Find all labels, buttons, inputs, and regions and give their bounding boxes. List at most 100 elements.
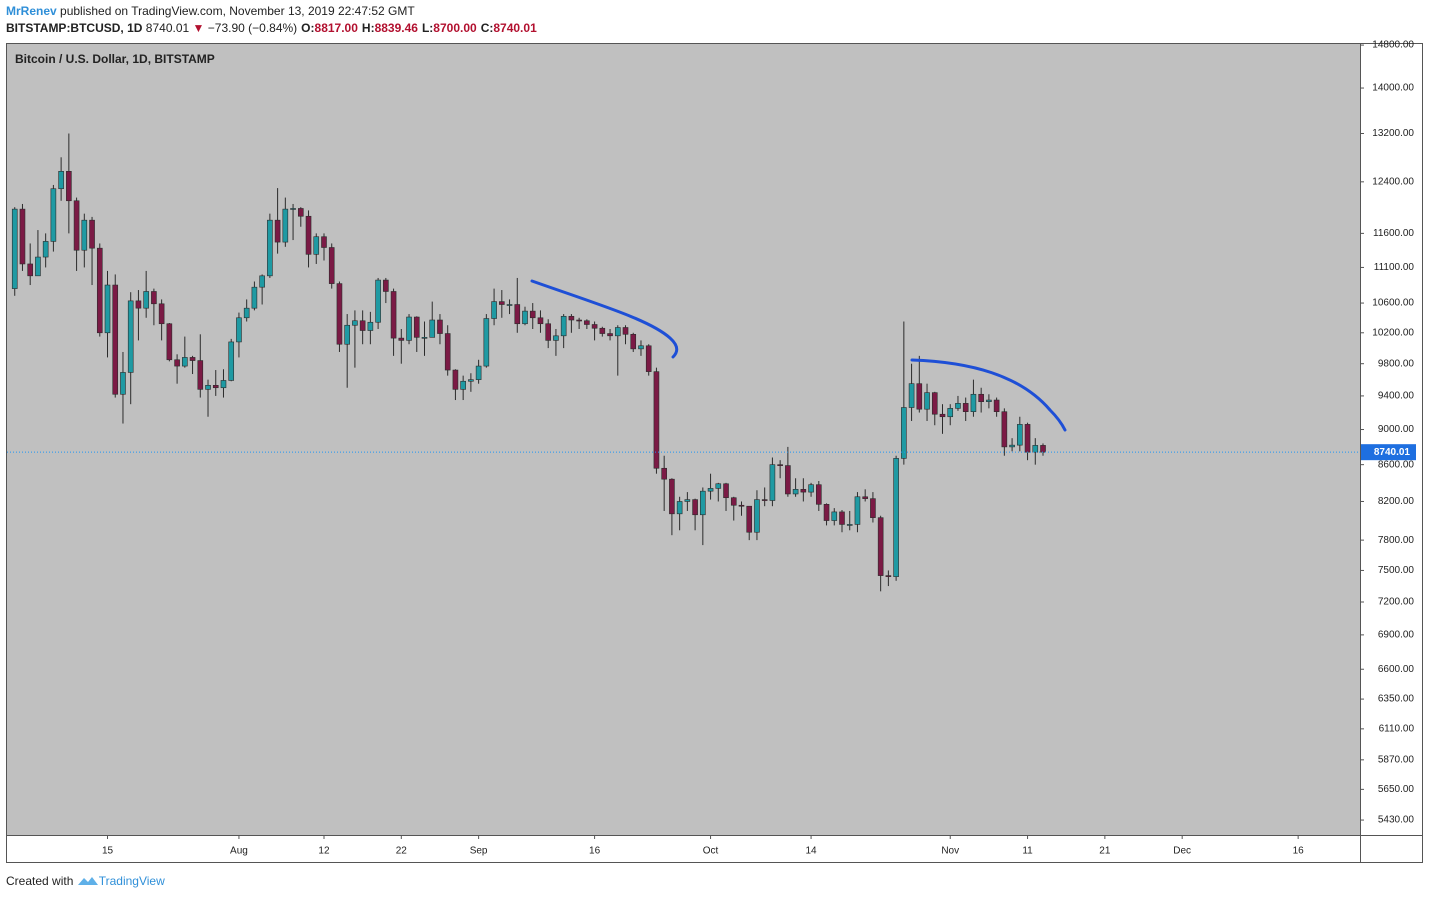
y-tick-label: 11100.00 [1374, 262, 1415, 273]
y-tick-label: 6600.00 [1378, 664, 1415, 675]
candle-body [297, 208, 304, 217]
candle-body [267, 219, 273, 277]
candle-body [143, 291, 149, 309]
y-tick-label: 10200.00 [1372, 327, 1414, 338]
y-tick-label: 5650.00 [1378, 784, 1415, 795]
candle-body [437, 319, 443, 334]
candle-body [576, 319, 582, 322]
ohlc-label: L: [421, 21, 434, 35]
candle-body [421, 337, 428, 339]
x-tick-label: 14 [806, 846, 818, 857]
ohlc-value: 8839.46 [374, 21, 418, 35]
y-tick-label: 9800.00 [1378, 358, 1415, 369]
change: −73.90 (−0.84%) [207, 21, 298, 35]
candle-body [81, 219, 88, 251]
x-tick-label: 16 [589, 846, 601, 857]
candle-body [483, 318, 490, 367]
candle-body [42, 241, 49, 258]
candle-body [614, 327, 621, 337]
candle-body [35, 256, 41, 277]
x-tick-label: Nov [941, 846, 959, 857]
candle-body [321, 236, 327, 248]
y-tick-label: 9000.00 [1378, 424, 1415, 435]
candle-body [506, 304, 513, 306]
y-tick-label: 9400.00 [1378, 391, 1415, 402]
candle-body [336, 283, 343, 345]
candle-body [769, 464, 776, 501]
candles [11, 133, 1046, 592]
y-tick-label: 12400.00 [1372, 176, 1414, 187]
candle-body [854, 496, 861, 525]
candle-body [406, 316, 412, 341]
candle-body [560, 315, 567, 337]
created: Created with [6, 874, 74, 888]
candle-body [375, 279, 381, 323]
plot-background [7, 44, 1360, 835]
y-tick-label: 7500.00 [1378, 565, 1415, 576]
candle-body [174, 359, 180, 367]
candle-body [189, 357, 196, 361]
chart-title: Bitcoin / U.S. Dollar, 1D, BITSTAMP [15, 52, 215, 66]
candle-body [212, 384, 219, 389]
last-price-box [1361, 444, 1416, 461]
y-tick-label: 13200.00 [1372, 128, 1414, 139]
candle-body [877, 517, 884, 576]
candle-body [785, 465, 791, 495]
candle-body [986, 399, 992, 402]
candle-body [383, 279, 389, 292]
candle-body [545, 323, 552, 341]
candle-body [251, 286, 258, 309]
candle-body [591, 324, 598, 329]
candle-body [962, 403, 969, 412]
candle-body [313, 236, 320, 255]
ohlc: O:8817.00 H:8839.46 L:8700.00 C:8740.01 [297, 21, 537, 35]
candle-body [692, 499, 698, 516]
candle-body [243, 307, 250, 319]
candle-body [112, 284, 119, 395]
candle-body [823, 504, 830, 521]
brand[interactable]: TradingView [98, 874, 165, 888]
candle-body [723, 483, 729, 499]
candle-body [475, 365, 482, 380]
x-tick-label: 11 [1022, 846, 1033, 857]
candle-body [738, 504, 745, 507]
candle-body [182, 357, 188, 367]
candle-body [58, 171, 64, 190]
x-tick-label: 16 [1293, 846, 1305, 857]
x-tick-label: 22 [396, 846, 408, 857]
last: 8740.01 [145, 21, 190, 35]
candle-body [514, 304, 521, 325]
footer: Created with TradingView [6, 873, 165, 888]
drawn-curve [910, 358, 1067, 432]
candle-body [127, 300, 134, 373]
candle-body [1024, 424, 1031, 453]
x-tick-label: 12 [318, 846, 330, 857]
x-tick-label: Dec [1173, 846, 1191, 857]
candle-body [777, 464, 783, 466]
y-tick-label: 8600.00 [1378, 459, 1415, 470]
ohlc-value: 8740.01 [493, 21, 537, 35]
candle-body [607, 333, 613, 337]
candle-body [73, 200, 80, 251]
candle-body [931, 392, 938, 415]
candle-body [908, 383, 915, 408]
candle-body [622, 327, 629, 335]
author[interactable]: MrRenev [6, 4, 57, 18]
candle-body [220, 380, 227, 389]
candle-body [166, 323, 173, 361]
x-tick-label: Sep [470, 846, 488, 857]
y-tick-label: 5430.00 [1378, 815, 1415, 826]
candle-body [352, 320, 358, 326]
published: published on TradingView.com, November 1… [60, 4, 415, 18]
candle-body [19, 208, 26, 265]
candle-body [754, 499, 760, 533]
candle-body [120, 372, 126, 395]
y-tick-label: 7200.00 [1378, 597, 1415, 608]
candle-body [599, 327, 606, 334]
candle-body [978, 393, 984, 402]
candle-body [205, 384, 211, 390]
candle-body [955, 403, 961, 409]
ohlc-value: 8700.00 [433, 21, 477, 35]
